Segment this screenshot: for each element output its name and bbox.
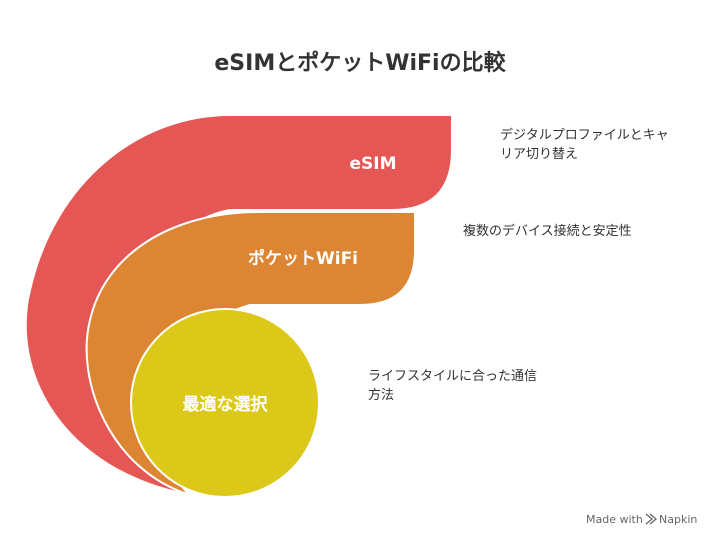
- pocket-wifi-shape: [85, 211, 416, 496]
- best-choice-circle: [130, 308, 320, 498]
- description: 複数のデバイス接続と安定性: [463, 223, 632, 239]
- footer-text: Made with: [586, 513, 643, 526]
- napkin-icon: [645, 513, 658, 525]
- description: 方法: [368, 387, 394, 403]
- layer-label: 最適な選択: [183, 394, 269, 415]
- footer-brand: Napkin: [659, 513, 697, 526]
- layer-label: eSIM: [349, 154, 396, 174]
- description: デジタルプロファイルとキャ: [500, 127, 669, 143]
- layer-label: ポケットWiFi: [248, 248, 358, 269]
- title: eSIMとポケットWiFiの比較: [214, 50, 506, 76]
- description: ライフスタイルに合った通信: [368, 369, 537, 384]
- description: リア切り替え: [500, 147, 578, 162]
